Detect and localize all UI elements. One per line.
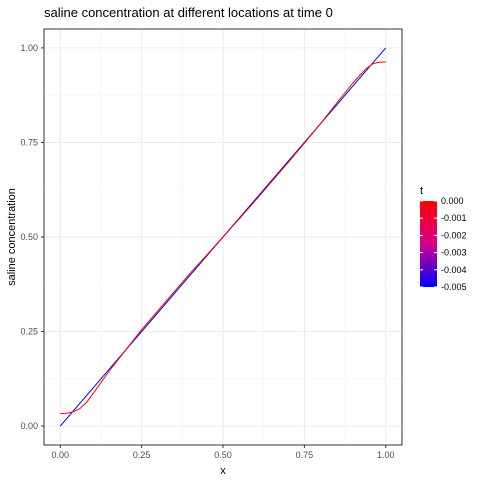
y-tick-label: 0.75 <box>20 137 38 147</box>
y-axis-label: saline concentration <box>6 188 18 286</box>
y-tick-label: 0.50 <box>20 232 38 242</box>
legend-tick-label: -0.003 <box>441 248 467 258</box>
series-layer <box>59 47 387 427</box>
y-tick-label: 0.00 <box>20 421 38 431</box>
legend-tick-label: -0.005 <box>441 282 467 292</box>
x-tick-label: 1.00 <box>377 450 395 460</box>
legend-tick-label: -0.004 <box>441 265 467 275</box>
legend-ticks: 0.000 -0.001 -0.002 -0.003 -0.004 -0.005 <box>420 196 467 292</box>
x-tick-label: 0.00 <box>52 450 70 460</box>
legend-tick-label: 0.000 <box>441 196 464 206</box>
x-tick-label: 0.50 <box>214 450 232 460</box>
legend-title: t <box>420 185 423 197</box>
y-tick-label: 0.25 <box>20 327 38 337</box>
x-axis-ticks: 0.00 0.25 0.50 0.75 1.00 <box>52 445 395 460</box>
x-tick-label: 0.25 <box>133 450 151 460</box>
legend-tick-label: -0.001 <box>441 213 467 223</box>
chart-title: saline concentration at different locati… <box>44 5 333 20</box>
x-axis-label: x <box>220 465 226 477</box>
series-line-1 <box>60 61 386 415</box>
y-axis-ticks: 0.00 0.25 0.50 0.75 1.00 <box>20 43 44 431</box>
legend-tick-label: -0.002 <box>441 230 467 240</box>
y-tick-label: 1.00 <box>20 43 38 53</box>
legend-colorbar <box>420 201 437 287</box>
x-tick-label: 0.75 <box>296 450 314 460</box>
legend: t 0.000 -0.001 -0.002 -0.003 -0.004 -0.005 <box>420 185 467 292</box>
